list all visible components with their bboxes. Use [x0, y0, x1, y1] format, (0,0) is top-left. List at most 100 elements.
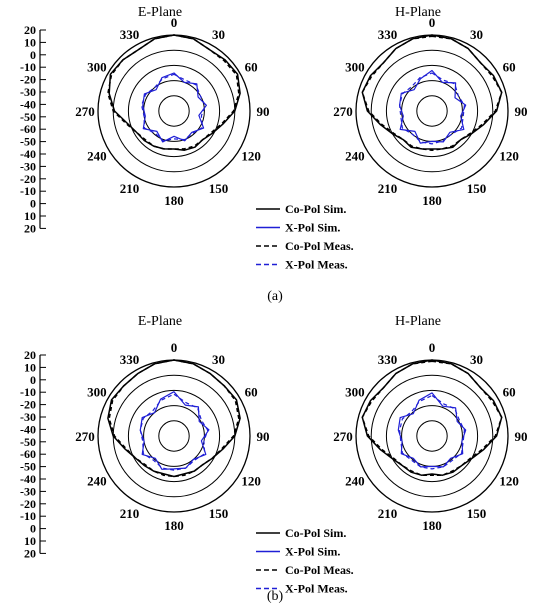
angle-label: 90 — [257, 104, 270, 119]
polar-grid-ring — [97, 359, 251, 513]
polar-grid-ring — [158, 420, 190, 452]
polar-grid-ring — [127, 64, 221, 158]
angle-label: 270 — [333, 104, 353, 119]
series-co-pol-sim — [361, 359, 503, 476]
angle-label: 270 — [333, 429, 353, 444]
radial-scale-label: -20 — [20, 73, 36, 87]
angle-label: 90 — [515, 104, 528, 119]
angle-label: 210 — [120, 506, 140, 521]
radial-scale-label: -50 — [20, 460, 36, 474]
angle-label: 150 — [467, 181, 487, 196]
radial-scale-label: -30 — [20, 484, 36, 498]
angle-label: 30 — [470, 352, 483, 367]
series-x-pol-meas — [399, 72, 465, 145]
polar-grid-ring — [112, 49, 236, 173]
polar-grid-ring — [385, 389, 479, 483]
series-x-pol-sim — [399, 69, 467, 144]
radial-scale-label: -50 — [20, 110, 36, 124]
series-x-pol-sim — [142, 72, 207, 143]
angle-label: 90 — [515, 429, 528, 444]
legend-label: Co-Pol Sim. — [285, 526, 346, 540]
angle-label: 210 — [378, 181, 398, 196]
legend-label: X-Pol Meas. — [285, 258, 348, 272]
polar-grid-ring — [355, 359, 509, 513]
angle-label: 180 — [164, 193, 184, 208]
series-co-pol-sim — [108, 34, 241, 151]
angle-label: 60 — [245, 60, 258, 75]
angle-label: 330 — [120, 352, 140, 367]
angle-label: 60 — [503, 385, 516, 400]
series-co-pol-meas — [107, 34, 240, 150]
angle-label: 150 — [467, 506, 487, 521]
polar-grid-ring — [401, 80, 463, 142]
angle-label: 180 — [164, 518, 184, 533]
angle-label: 240 — [345, 474, 365, 489]
polar-grid-ring — [97, 34, 251, 188]
angle-label: 330 — [378, 352, 398, 367]
angle-label: 210 — [378, 506, 398, 521]
radial-scale-label: 10 — [24, 360, 36, 374]
radial-scale-label: -60 — [20, 122, 36, 136]
series-x-pol-meas — [139, 393, 209, 471]
radial-scale-label: 20 — [24, 546, 36, 560]
radial-scale-label: 0 — [30, 48, 36, 62]
polar-grid-ring — [370, 374, 494, 498]
radial-scale-label: -60 — [20, 447, 36, 461]
plot-title: H-Plane — [395, 314, 441, 329]
series-x-pol-sim — [397, 392, 467, 468]
plot-title: E-Plane — [138, 314, 182, 329]
angle-label: 0 — [429, 340, 436, 355]
series-co-pol-sim — [107, 359, 241, 478]
radial-scale-label: 20 — [24, 23, 36, 37]
radial-scale-label: -30 — [20, 159, 36, 173]
legend-label: Co-Pol Sim. — [285, 202, 346, 216]
angle-label: 60 — [503, 60, 516, 75]
angle-label: 0 — [429, 15, 436, 30]
polar-grid-ring — [158, 95, 190, 127]
radial-scale-label: 20 — [24, 221, 36, 235]
angle-label: 300 — [87, 60, 107, 75]
polar-grid-ring — [416, 95, 448, 127]
radial-scale-label: -20 — [20, 172, 36, 186]
angle-label: 30 — [212, 27, 225, 42]
radial-scale-label: -10 — [20, 60, 36, 74]
radial-scale-label: 0 — [30, 522, 36, 536]
angle-label: 300 — [345, 60, 365, 75]
angle-label: 270 — [75, 104, 95, 119]
polar-grid-ring — [112, 374, 236, 498]
angle-label: 120 — [499, 474, 519, 489]
radial-scale-label: -50 — [20, 435, 36, 449]
angle-label: 150 — [209, 506, 229, 521]
radial-scale-label: -20 — [20, 398, 36, 412]
polar-plot-h-plane — [355, 359, 509, 513]
radial-scale-label: 10 — [24, 534, 36, 548]
angle-label: 120 — [241, 474, 261, 489]
polar-grid-ring — [127, 389, 221, 483]
legend-label: X-Pol Sim. — [285, 545, 340, 559]
angle-label: 180 — [422, 518, 442, 533]
legend-label: X-Pol Sim. — [285, 221, 340, 235]
angle-label: 330 — [378, 27, 398, 42]
legend-label: X-Pol Meas. — [285, 582, 348, 596]
angle-label: 0 — [171, 340, 178, 355]
plot-title: H-Plane — [395, 5, 441, 20]
series-co-pol-meas — [361, 360, 503, 477]
angle-label: 240 — [87, 149, 107, 164]
legend-label: Co-Pol Meas. — [285, 563, 354, 577]
radial-scale-label: 10 — [24, 35, 36, 49]
angle-label: 180 — [422, 193, 442, 208]
plot-title: E-Plane — [138, 5, 182, 20]
angle-label: 150 — [209, 181, 229, 196]
series-co-pol-meas — [108, 359, 240, 478]
angle-label: 30 — [470, 27, 483, 42]
polar-plot-e-plane — [97, 34, 251, 188]
series-co-pol-meas — [361, 35, 503, 152]
angle-label: 210 — [120, 181, 140, 196]
radial-scale-label: -10 — [20, 509, 36, 523]
radial-scale-label: 0 — [30, 373, 36, 387]
angle-label: 300 — [87, 385, 107, 400]
angle-label: 120 — [499, 149, 519, 164]
polar-plot-h-plane — [355, 34, 509, 188]
series-x-pol-meas — [141, 73, 206, 142]
